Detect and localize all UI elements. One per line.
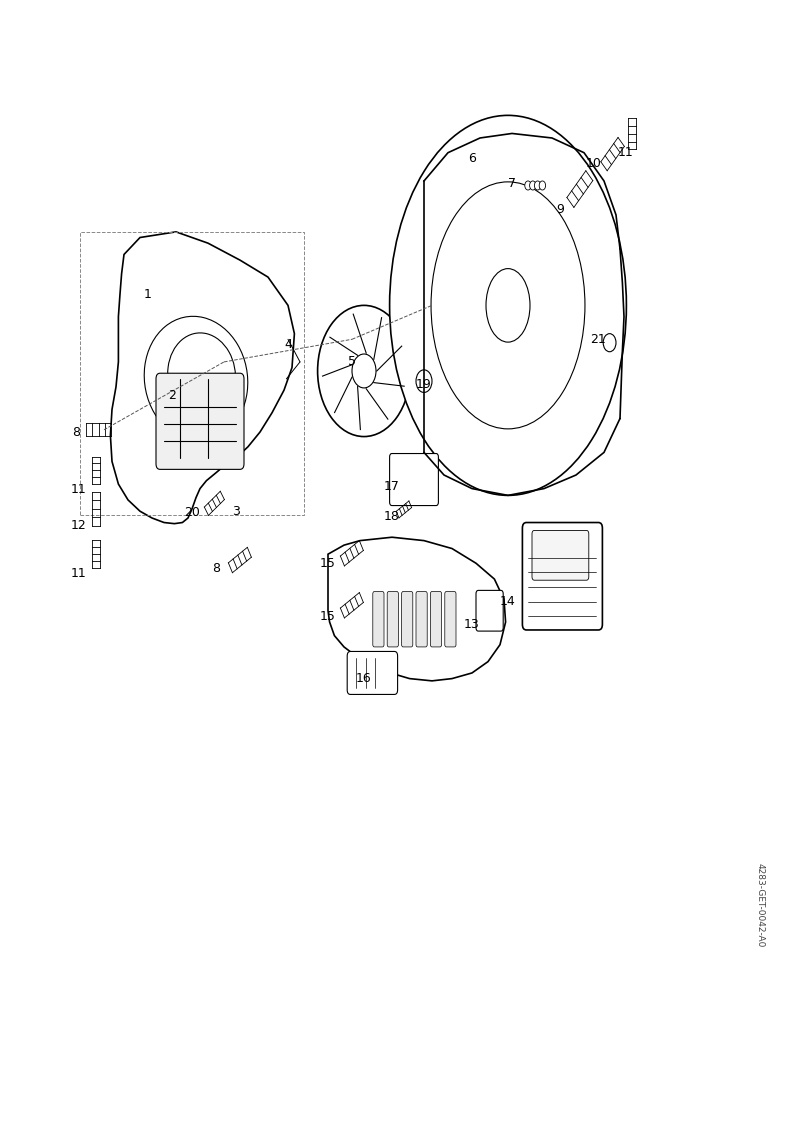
FancyBboxPatch shape (476, 590, 503, 631)
FancyBboxPatch shape (522, 523, 602, 630)
Text: 2: 2 (168, 389, 176, 403)
Text: 10: 10 (586, 157, 602, 171)
Text: 1: 1 (144, 287, 152, 301)
Text: 3: 3 (232, 504, 240, 518)
FancyBboxPatch shape (347, 651, 398, 694)
Text: 4: 4 (284, 338, 292, 352)
Text: 8: 8 (72, 425, 80, 439)
Circle shape (603, 334, 616, 352)
FancyBboxPatch shape (156, 373, 244, 469)
FancyBboxPatch shape (373, 592, 384, 647)
Text: 17: 17 (384, 480, 400, 493)
Circle shape (539, 181, 546, 190)
FancyBboxPatch shape (445, 592, 456, 647)
Text: 11: 11 (70, 483, 86, 497)
Ellipse shape (486, 269, 530, 343)
FancyBboxPatch shape (402, 592, 413, 647)
Text: 21: 21 (590, 333, 606, 346)
Text: 8: 8 (212, 562, 220, 576)
FancyBboxPatch shape (387, 592, 398, 647)
FancyBboxPatch shape (532, 530, 589, 580)
Text: 12: 12 (70, 519, 86, 533)
Circle shape (525, 181, 531, 190)
Text: 5: 5 (348, 355, 356, 369)
Text: 13: 13 (464, 618, 480, 631)
Ellipse shape (431, 182, 585, 429)
Text: 7: 7 (508, 176, 516, 190)
Text: 14: 14 (500, 595, 516, 608)
FancyBboxPatch shape (390, 454, 438, 506)
Text: 19: 19 (416, 378, 432, 391)
Circle shape (416, 370, 432, 392)
Text: 6: 6 (468, 152, 476, 165)
Text: 9: 9 (556, 202, 564, 216)
Circle shape (534, 181, 541, 190)
Ellipse shape (390, 115, 626, 495)
Text: 11: 11 (70, 567, 86, 580)
Text: 18: 18 (384, 510, 400, 524)
Text: 4283-GET-0042-A0: 4283-GET-0042-A0 (755, 863, 765, 947)
Circle shape (530, 181, 536, 190)
Text: 20: 20 (184, 506, 200, 519)
Ellipse shape (144, 317, 248, 441)
Text: 11: 11 (618, 146, 634, 159)
PathPatch shape (110, 232, 294, 524)
Ellipse shape (168, 333, 235, 418)
Text: 15: 15 (320, 556, 336, 570)
FancyBboxPatch shape (416, 592, 427, 647)
Circle shape (318, 305, 410, 437)
Text: 15: 15 (320, 610, 336, 623)
Text: 16: 16 (356, 672, 372, 685)
FancyBboxPatch shape (430, 592, 442, 647)
Circle shape (352, 354, 376, 388)
PathPatch shape (328, 537, 506, 681)
